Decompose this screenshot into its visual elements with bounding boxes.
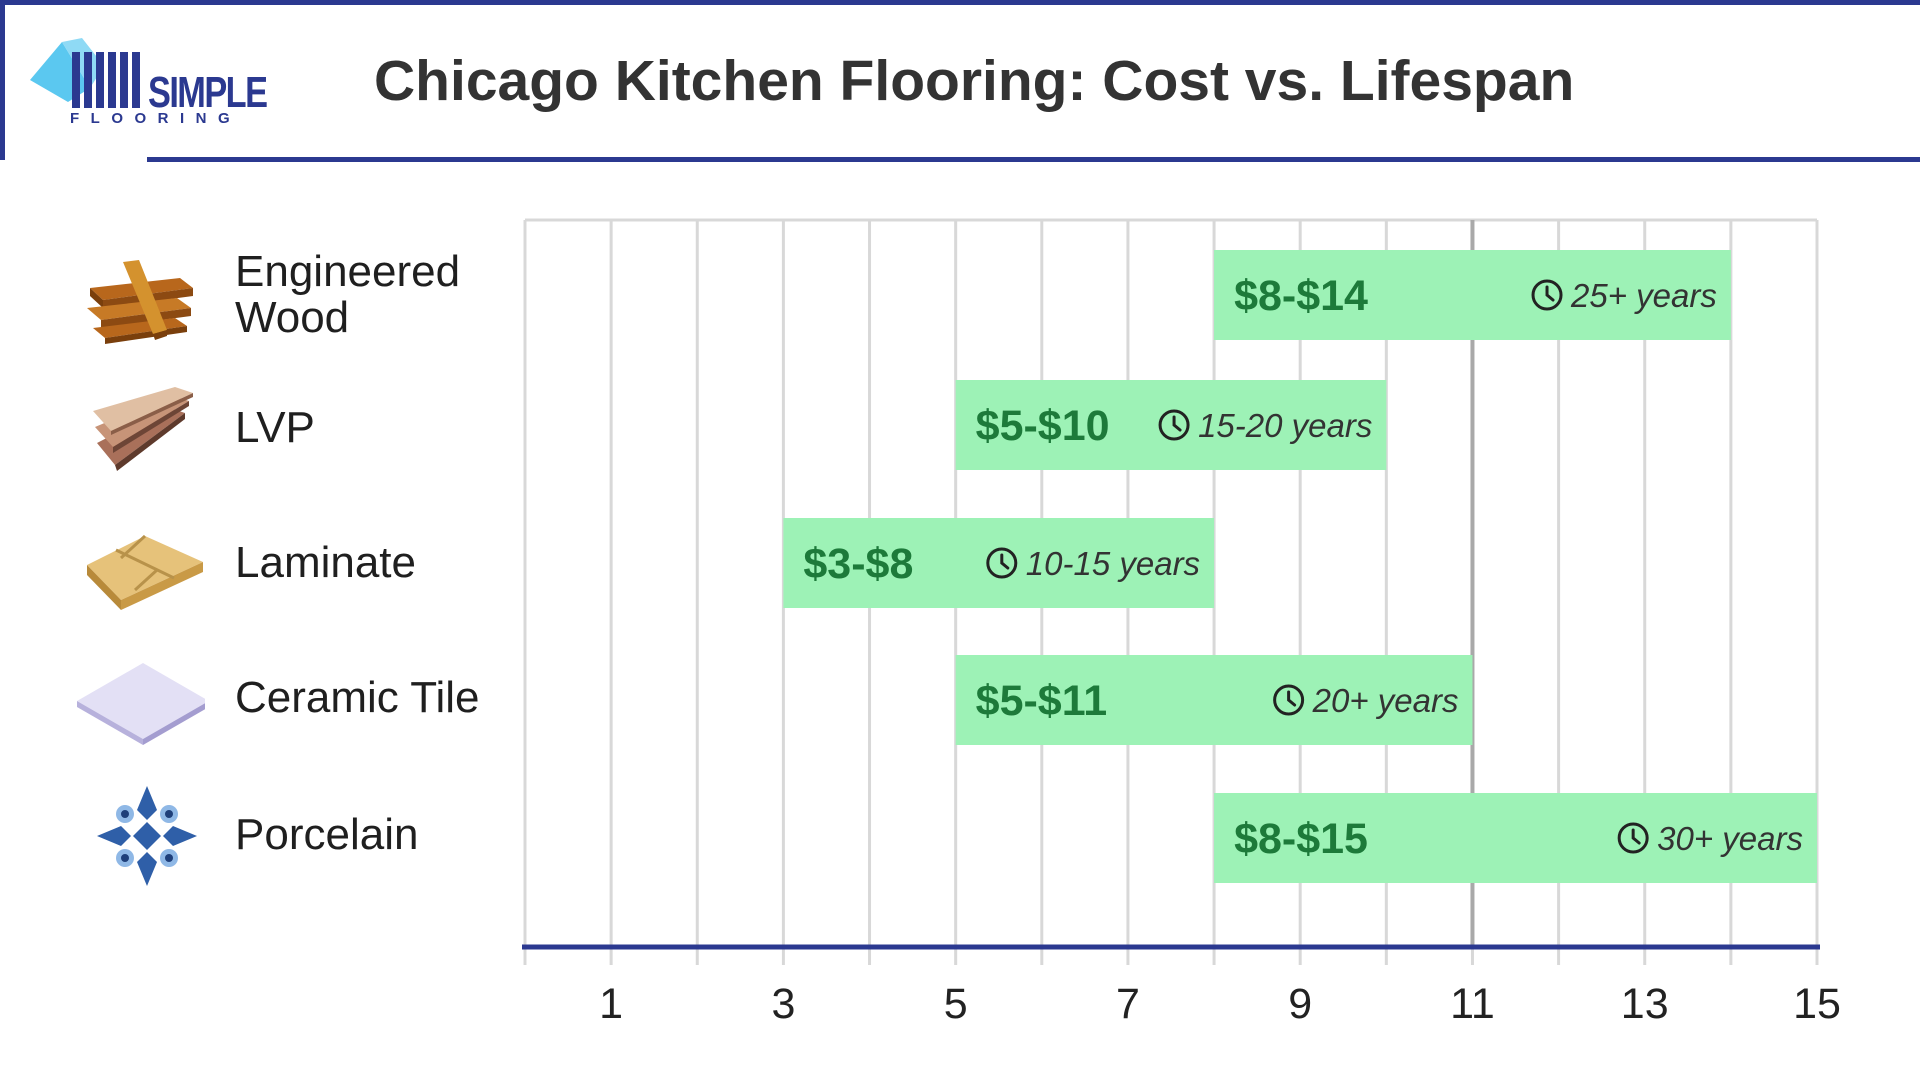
- lifespan-label-2: 10-15 years: [1026, 545, 1200, 582]
- tick-label-5: 5: [944, 980, 968, 1028]
- category-label: Laminate: [235, 538, 417, 587]
- category-label: Porcelain: [235, 810, 419, 859]
- price-label-0: $8-$14: [1234, 272, 1368, 320]
- lifespan-label-3: 20+ years: [1312, 682, 1459, 719]
- tick-label-13: 13: [1621, 980, 1669, 1028]
- range-bar-3: [955, 655, 1473, 745]
- price-label-3: $5-$11: [976, 677, 1108, 725]
- porcelain-tile-icon: [75, 780, 205, 890]
- range-bar-4: [1214, 793, 1817, 883]
- clock-icon: [1273, 684, 1305, 716]
- clock-icon: [1531, 279, 1563, 311]
- wood-planks-icon: [75, 240, 205, 350]
- category-label: Ceramic Tile: [235, 673, 480, 722]
- brand-logo: SIMPLE FLOORING: [28, 36, 268, 130]
- category-label: LVP: [235, 403, 315, 452]
- lvp-planks-icon: [75, 373, 205, 483]
- laminate-tile-icon: [75, 508, 205, 618]
- clock-icon: [1158, 409, 1190, 441]
- price-label-4: $8-$15: [1234, 815, 1368, 863]
- category-ceramic-tile: Ceramic Tile: [70, 643, 520, 753]
- lifespan-label-0: 25+ years: [1570, 277, 1717, 314]
- range-bar-2: [783, 518, 1215, 608]
- tick-label-9: 9: [1288, 980, 1312, 1028]
- range-bar-1: [955, 380, 1387, 470]
- range-bar-0: [1214, 250, 1731, 340]
- category-lvp: LVP: [70, 373, 520, 483]
- header-divider: [147, 157, 1920, 162]
- tick-label-3: 3: [771, 980, 795, 1028]
- logo-subtitle: FLOORING: [70, 110, 242, 127]
- category-engineered-wood: Engineered Wood: [70, 240, 520, 350]
- tick-label-7: 7: [1116, 980, 1140, 1028]
- clock-icon: [986, 547, 1018, 579]
- tick-label-15: 15: [1793, 980, 1841, 1028]
- chart-title: Chicago Kitchen Flooring: Cost vs. Lifes…: [374, 49, 1575, 113]
- left-frame-line: [0, 0, 5, 160]
- price-label-2: $3-$8: [803, 540, 913, 588]
- category-label: Engineered Wood: [235, 247, 461, 342]
- tick-label-1: 1: [599, 980, 623, 1028]
- top-frame-line: [0, 0, 1920, 5]
- clock-icon: [1617, 822, 1649, 854]
- logo-mark-icon: [30, 38, 140, 108]
- category-laminate: Laminate: [70, 508, 520, 618]
- category-porcelain: Porcelain: [70, 780, 520, 890]
- logo-wordmark: SIMPLE: [148, 68, 268, 117]
- ceramic-tile-icon: [75, 643, 209, 753]
- tick-label-11: 11: [1450, 980, 1495, 1028]
- lifespan-label-1: 15-20 years: [1198, 407, 1372, 444]
- lifespan-label-4: 30+ years: [1657, 820, 1803, 857]
- price-label-1: $5-$10: [976, 402, 1110, 450]
